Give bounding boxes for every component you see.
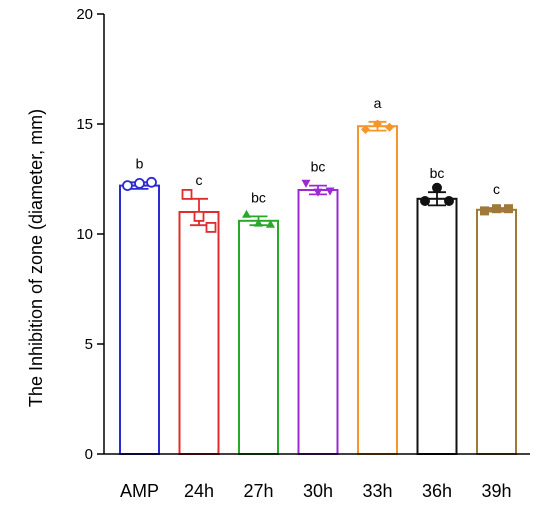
bar-group-30h: bc 30h	[297, 159, 339, 501]
bar-group-33h: a 33h	[357, 95, 398, 501]
bar-group-24h: c 24h	[178, 172, 220, 501]
data-point	[181, 188, 193, 200]
data-point	[420, 196, 430, 206]
significance-letter: bc	[311, 159, 326, 175]
data-point	[254, 218, 263, 227]
data-point	[193, 210, 205, 222]
bar	[119, 184, 160, 455]
significance-letter: a	[374, 95, 382, 111]
data-point	[385, 122, 394, 132]
data-point	[122, 180, 133, 192]
y-tick-label: 15	[76, 116, 93, 133]
y-tick-label: 5	[85, 336, 93, 353]
x-tick-label: AMP	[120, 481, 159, 501]
significance-letter: bc	[251, 189, 266, 205]
data-point	[492, 204, 501, 214]
data-point	[313, 188, 323, 197]
x-tick-label: 36h	[422, 481, 452, 501]
data-point	[361, 125, 370, 134]
bar	[416, 197, 458, 455]
data-point	[146, 176, 157, 188]
bar-group-27h: bc 27h	[238, 189, 279, 501]
bar	[357, 125, 398, 455]
x-tick-label: 39h	[481, 481, 511, 501]
x-tick-label: 30h	[303, 481, 333, 501]
y-tick-label: 20	[76, 6, 93, 23]
bar-group-39h: c 39h	[476, 181, 517, 501]
significance-letter: c	[196, 172, 203, 188]
y-axis: 0 5 10 15 20	[76, 6, 105, 463]
x-tick-label: 33h	[362, 481, 392, 501]
bar	[297, 189, 339, 455]
bar	[178, 211, 220, 455]
y-tick-label: 10	[76, 226, 93, 243]
bar	[476, 208, 517, 455]
y-axis-title: The Inhibition of zone (diameter, mm)	[26, 109, 46, 407]
data-point	[205, 221, 217, 233]
data-point	[325, 187, 335, 196]
bar-group-amp: b AMP	[119, 155, 160, 501]
x-tick-label: 24h	[184, 481, 214, 501]
x-tick-label: 27h	[243, 481, 273, 501]
significance-letter: b	[136, 155, 144, 171]
data-point	[242, 209, 251, 218]
data-point	[444, 196, 454, 206]
data-point	[266, 219, 275, 228]
data-point	[134, 177, 145, 189]
significance-letter: c	[493, 181, 500, 197]
data-point	[480, 206, 489, 216]
data-point	[301, 179, 311, 188]
data-point	[504, 204, 513, 214]
significance-letter: bc	[430, 165, 445, 181]
bars: b AMP c 24h bc 27h bc 30h a 33h bc 36h c 39h	[119, 95, 517, 501]
data-point	[432, 182, 442, 193]
data-point	[373, 119, 382, 129]
bar-group-36h: bc 36h	[416, 165, 458, 501]
bar	[238, 219, 279, 455]
y-tick-label: 0	[85, 446, 93, 463]
